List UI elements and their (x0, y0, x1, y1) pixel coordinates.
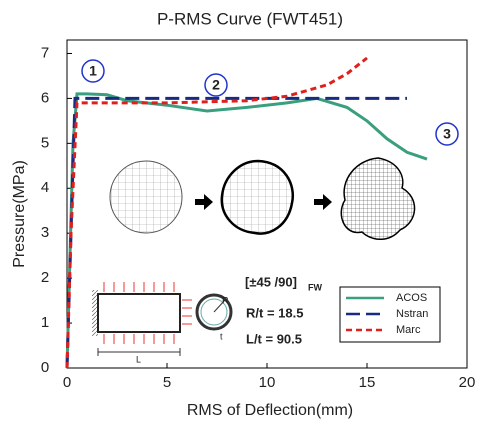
ratio: R/t = 18.5 (246, 305, 303, 320)
annotation: 2 (212, 77, 220, 93)
arrow (314, 194, 332, 210)
y-tick-label: 2 (41, 269, 49, 286)
annotation: 3 (443, 126, 451, 142)
chart: P-RMS Curve (FWT451) RMS of Deflection(m… (0, 0, 481, 426)
ratio: L/t = 90.5 (246, 331, 302, 346)
y-tick-label: 6 (41, 89, 49, 106)
x-axis-label: RMS of Deflection(mm) (187, 402, 353, 419)
layup-subscript: FW (308, 282, 322, 292)
x-tick-label: 0 (63, 374, 71, 391)
shape-3 (341, 158, 414, 239)
x-tick-label: 5 (163, 374, 171, 391)
y-tick-label: 5 (41, 134, 49, 151)
x-tick-label: 10 (259, 374, 276, 391)
diagram-label: R (222, 295, 229, 305)
diagram-label: t (220, 331, 223, 341)
layup: [±45 /90] (245, 274, 297, 289)
x-tick-label: 20 (459, 374, 476, 391)
y-tick-label: 1 (41, 314, 49, 331)
diagram-label: L (136, 354, 141, 364)
x-tick-label: 15 (359, 374, 376, 391)
arrow (195, 194, 213, 210)
annotation: 1 (89, 63, 97, 79)
legend-label: ACOS (396, 292, 427, 304)
y-tick-label: 3 (41, 224, 49, 241)
y-tick-label: 7 (41, 44, 49, 61)
y-tick-label: 4 (41, 179, 49, 196)
legend-label: Marc (396, 324, 421, 336)
y-axis-label: Pressure(MPa) (11, 160, 28, 268)
legend-label: Nstran (396, 308, 428, 320)
shape-2 (222, 161, 293, 234)
line-series (67, 58, 367, 368)
cylinder-diagram (92, 282, 231, 356)
y-tick-label: 0 (41, 359, 49, 376)
chart-title: P-RMS Curve (FWT451) (157, 9, 343, 28)
shape-1 (110, 161, 182, 233)
